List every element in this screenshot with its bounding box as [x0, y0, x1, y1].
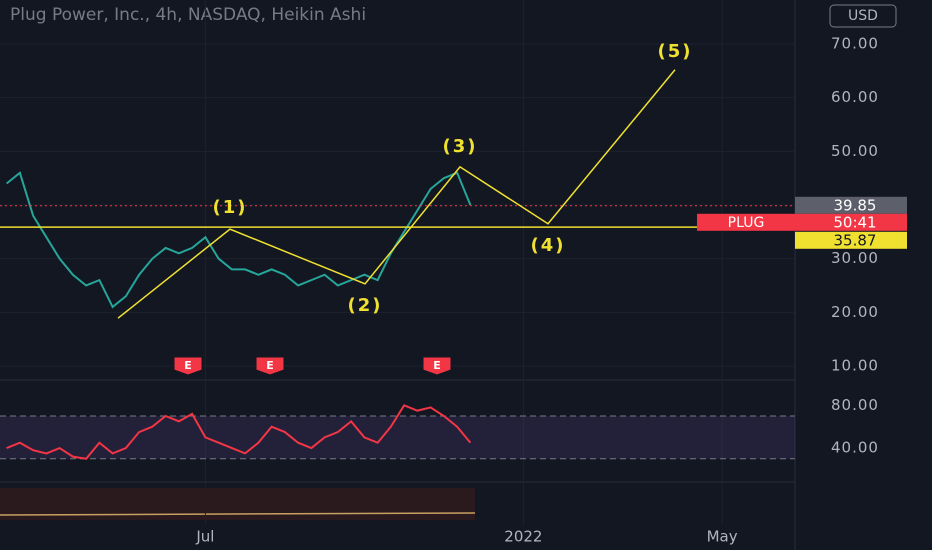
x-tick-label: 2022: [504, 528, 542, 546]
countdown-box: [795, 213, 907, 231]
y-tick-label: 80.00: [831, 396, 879, 414]
currency[interactable]: USD: [848, 8, 878, 24]
level: 35.87: [834, 231, 877, 249]
x-tick-label: May: [707, 528, 738, 546]
y-tick-label: 70.00: [831, 35, 879, 53]
earnings-badge[interactable]: [173, 356, 203, 376]
chart-title: Plug Power, Inc., 4h, NASDAQ, Heikin Ash…: [10, 5, 366, 25]
y-tick-label: 50.00: [831, 142, 879, 160]
level-box: [795, 231, 907, 249]
earnings-label[interactable]: E: [433, 359, 441, 372]
rsi-line: [6, 404, 472, 460]
symbol: PLUG: [728, 215, 765, 231]
earnings-badge[interactable]: [422, 356, 452, 376]
wave-label: (1): [213, 197, 248, 218]
wave-line: [117, 69, 676, 319]
y-tick-label: 40.00: [831, 439, 879, 457]
wave-label: (3): [443, 136, 478, 157]
y-tick-label: 30.00: [831, 249, 879, 267]
last-price-box: [795, 196, 907, 214]
y-tick-label: 10.00: [831, 356, 879, 374]
bottom-indicator: [0, 512, 476, 516]
x-tick-label: Jul: [195, 528, 214, 546]
wave-label: (4): [531, 235, 566, 256]
symbol-box: [697, 213, 795, 231]
last-price: 39.85: [834, 196, 877, 214]
currency-box[interactable]: [829, 4, 897, 28]
y-tick-label: 60.00: [831, 88, 879, 106]
countdown: 50:41: [833, 213, 876, 231]
earnings-label[interactable]: E: [266, 359, 274, 372]
wave-label: (2): [348, 295, 383, 316]
rsi-band: [0, 416, 795, 459]
y-tick-label: 20.00: [831, 303, 879, 321]
wave-label: (5): [658, 41, 693, 62]
earnings-badge[interactable]: [255, 356, 285, 376]
earnings-label[interactable]: E: [184, 359, 192, 372]
